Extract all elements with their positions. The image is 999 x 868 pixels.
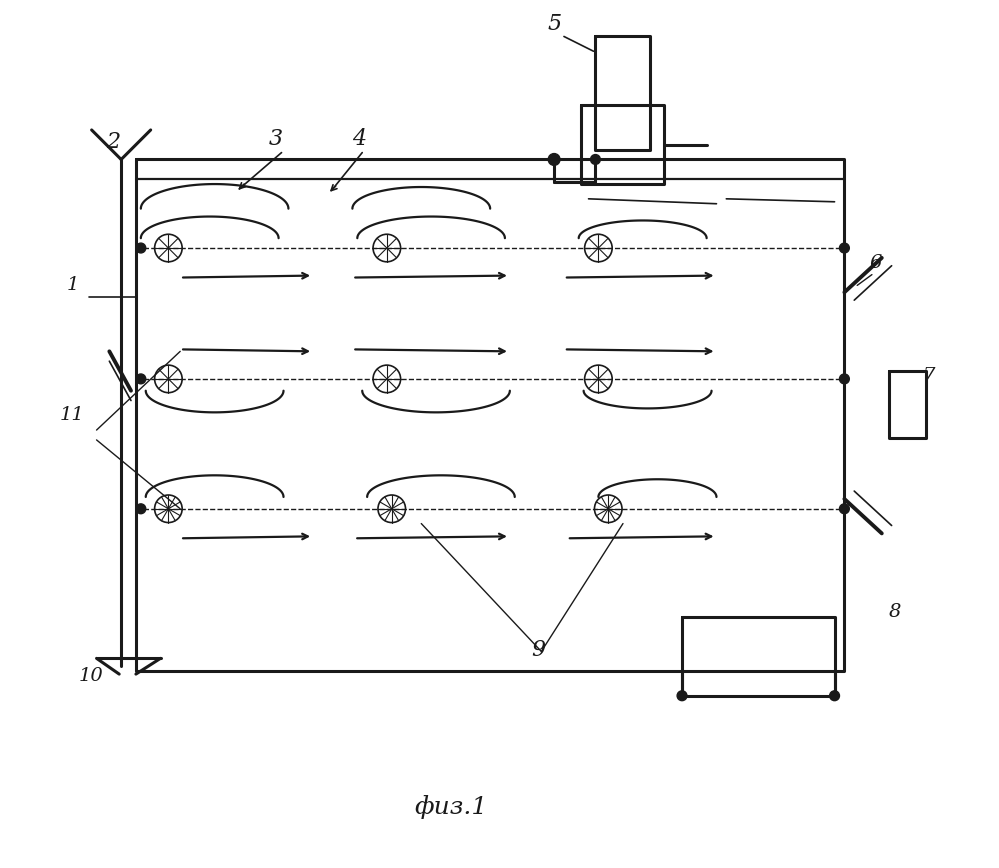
Text: 1: 1 <box>67 276 79 294</box>
Text: 6: 6 <box>869 253 881 272</box>
Text: 4: 4 <box>353 128 367 149</box>
Text: 2: 2 <box>106 131 121 153</box>
Circle shape <box>839 503 849 514</box>
Text: 8: 8 <box>889 603 901 621</box>
Circle shape <box>136 503 146 514</box>
Circle shape <box>136 374 146 384</box>
Circle shape <box>839 374 849 384</box>
Text: 7: 7 <box>923 367 935 385</box>
Circle shape <box>590 155 600 164</box>
Circle shape <box>136 243 146 253</box>
Circle shape <box>677 691 687 700</box>
Text: 11: 11 <box>59 406 84 424</box>
Text: 3: 3 <box>269 128 283 149</box>
Text: 10: 10 <box>79 667 104 685</box>
Circle shape <box>839 243 849 253</box>
Text: 9: 9 <box>531 640 545 661</box>
Circle shape <box>548 154 560 166</box>
Text: физ.1: физ.1 <box>415 795 488 819</box>
Text: 5: 5 <box>547 12 561 35</box>
Circle shape <box>829 691 839 700</box>
